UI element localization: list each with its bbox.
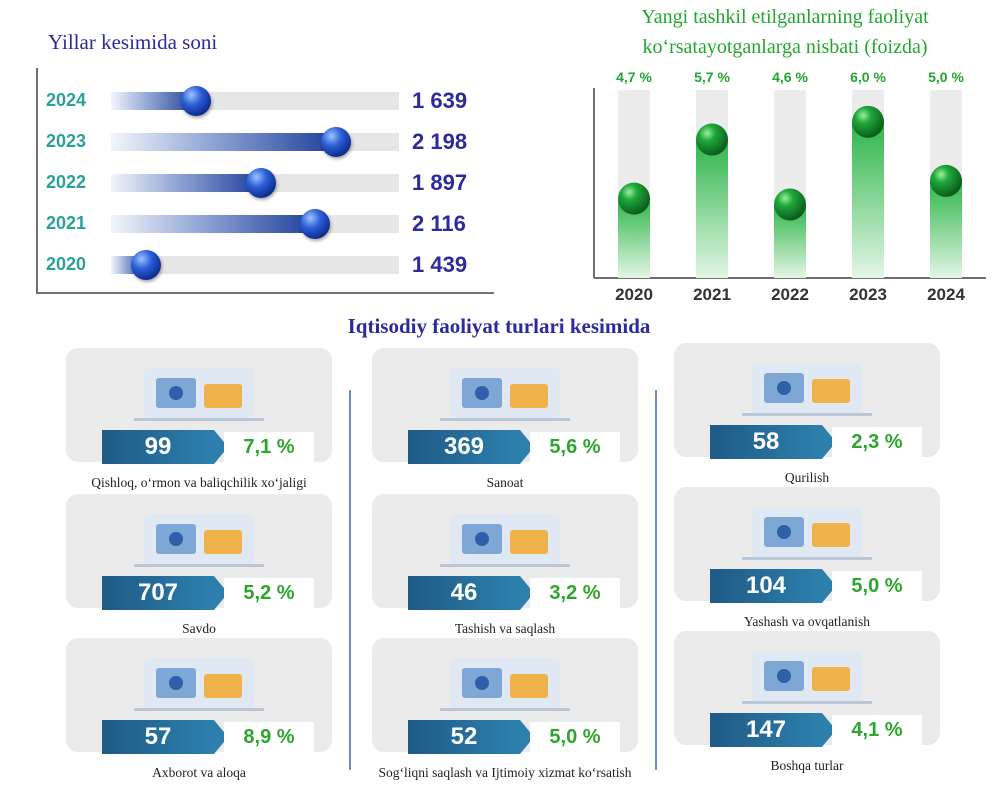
right-chart-year-label: 2021 [693, 285, 731, 304]
food-service-icon [742, 495, 872, 567]
left-chart-bar-track [111, 209, 399, 239]
right-chart-year-label: 2023 [849, 285, 887, 304]
sector-percent: 8,9 % [224, 722, 314, 752]
right-chart: 4,7 % 2020 5,7 % 2021 4,6 % 2022 6,0 % 2023 5,0 … [593, 69, 986, 304]
right-chart-year-label: 2022 [771, 285, 809, 304]
left-chart-value-label: 1 639 [412, 88, 468, 113]
right-chart-year-label: 2024 [927, 285, 965, 304]
right-chart-value-label: 4,6 % [772, 69, 808, 85]
left-chart-year-label: 2020 [46, 254, 87, 274]
left-chart: 2024 1 639 2023 2 198 2022 1 897 2021 2 116 2020… [36, 68, 494, 294]
sector-card: 99 7,1 % Qishloq, o‘rmon va baliqchilik xo… [66, 348, 332, 490]
column-divider-2 [655, 390, 657, 770]
sector-percent: 3,2 % [530, 578, 620, 608]
right-chart-bar-knob [930, 164, 962, 197]
sector-card: 104 5,0 % Yashash va ovqatlanish [674, 487, 940, 629]
left-chart-bar-track [111, 127, 399, 157]
other-icon [742, 639, 872, 711]
sector-percent: 5,2 % [224, 578, 314, 608]
right-chart-bar [696, 139, 728, 278]
sector-percent: 5,0 % [832, 571, 922, 601]
construction-icon [742, 351, 872, 423]
sector-label: Sog‘liqni saqlash va Ijtimoiy xizmat ko‘… [378, 765, 632, 780]
left-chart-row-2022: 2022 1 897 [38, 168, 496, 198]
left-chart-bar-knob [245, 168, 276, 198]
industry-icon [440, 356, 570, 428]
it-icon [134, 646, 264, 718]
sector-count: 46 [408, 576, 534, 610]
right-chart-value-label: 4,7 % [616, 69, 652, 85]
agriculture-icon [134, 356, 264, 428]
sector-title: Iqtisodiy faoliyat turlari kesimida [347, 314, 651, 338]
sector-card: 46 3,2 % Tashish va saqlash [372, 494, 638, 636]
right-chart-bar-knob [618, 182, 650, 215]
right-chart-value-label: 5,0 % [928, 69, 964, 85]
left-chart-bar [111, 92, 196, 110]
sector-label: Boshqa turlar [770, 758, 844, 773]
sector-count: 99 [102, 430, 228, 464]
right-chart-value-label: 6,0 % [850, 69, 886, 85]
left-chart-row-2023: 2023 2 198 [38, 127, 496, 157]
left-chart-value-label: 1 439 [412, 252, 468, 277]
left-chart-value-label: 2 116 [412, 211, 466, 236]
sector-label: Tashish va saqlash [454, 621, 556, 636]
sector-percent: 2,3 % [832, 427, 922, 457]
sector-percent: 5,0 % [530, 722, 620, 752]
left-chart-year-label: 2023 [46, 131, 87, 151]
right-chart-bar-knob [852, 105, 884, 138]
left-chart-bar-knob [180, 86, 211, 116]
right-chart-year-label: 2020 [615, 285, 653, 304]
left-chart-bar [111, 215, 316, 233]
left-chart-year-label: 2022 [46, 172, 87, 192]
sector-card: 57 8,9 % Axborot va aloqa [66, 638, 332, 780]
sector-card: 58 2,3 % Qurilish [674, 343, 940, 485]
sector-card: 147 4,1 % Boshqa turlar [674, 631, 940, 773]
right-chart-value-label: 5,7 % [694, 69, 730, 85]
left-chart-bar [111, 133, 336, 151]
left-chart-year-label: 2024 [46, 90, 87, 110]
sector-percent: 7,1 % [224, 432, 314, 462]
sector-card: 52 5,0 % Sog‘liqni saqlash va Ijtimoiy xiz… [372, 638, 638, 780]
sector-count: 58 [710, 425, 836, 459]
left-chart-row-2024: 2024 1 639 [38, 86, 496, 116]
right-chart-bar [852, 121, 884, 278]
right-chart-bar [930, 180, 962, 278]
sector-label: Axborot va aloqa [152, 765, 246, 780]
left-chart-row-2020: 2020 1 439 [38, 250, 496, 280]
right-chart-title: Yangi tashkil etilganlarning faoliyat ko… [641, 6, 929, 58]
sector-card: 707 5,2 % Savdo [66, 494, 332, 636]
left-chart-title: Yillar kesimida soni [48, 30, 218, 54]
left-chart-value-label: 2 198 [412, 129, 468, 154]
transport-icon [440, 502, 570, 574]
sector-percent: 5,6 % [530, 432, 620, 462]
left-chart-bar-track [111, 250, 399, 280]
column-divider-1 [349, 390, 351, 770]
sector-percent: 4,1 % [832, 715, 922, 745]
sector-label: Yashash va ovqatlanish [743, 614, 871, 629]
left-chart-bar-track [111, 86, 399, 116]
sector-count: 57 [102, 720, 228, 754]
sector-count: 369 [408, 430, 534, 464]
left-chart-value-label: 1 897 [412, 170, 468, 195]
trade-icon [134, 502, 264, 574]
sector-label: Sanoat [486, 475, 524, 490]
sector-card: 369 5,6 % Sanoat [372, 348, 638, 490]
left-chart-bar [111, 174, 261, 192]
left-chart-bar-knob [300, 209, 331, 239]
right-chart-bar-knob [774, 188, 806, 221]
sector-count: 147 [710, 713, 836, 747]
health-icon [440, 646, 570, 718]
left-chart-bar-knob [320, 127, 351, 157]
sector-count: 52 [408, 720, 534, 754]
sector-count: 707 [102, 576, 228, 610]
sector-label: Qurilish [784, 470, 830, 485]
right-chart-bar-knob [696, 123, 728, 156]
sector-label: Qishloq, o‘rmon va baliqchilik xo‘jaligi [91, 475, 307, 490]
sector-count: 104 [710, 569, 836, 603]
left-chart-year-label: 2021 [46, 213, 87, 233]
left-chart-bar-knob [130, 250, 161, 280]
left-chart-row-2021: 2021 2 116 [38, 209, 496, 239]
sector-label: Savdo [182, 621, 216, 636]
left-chart-bar-track [111, 168, 399, 198]
